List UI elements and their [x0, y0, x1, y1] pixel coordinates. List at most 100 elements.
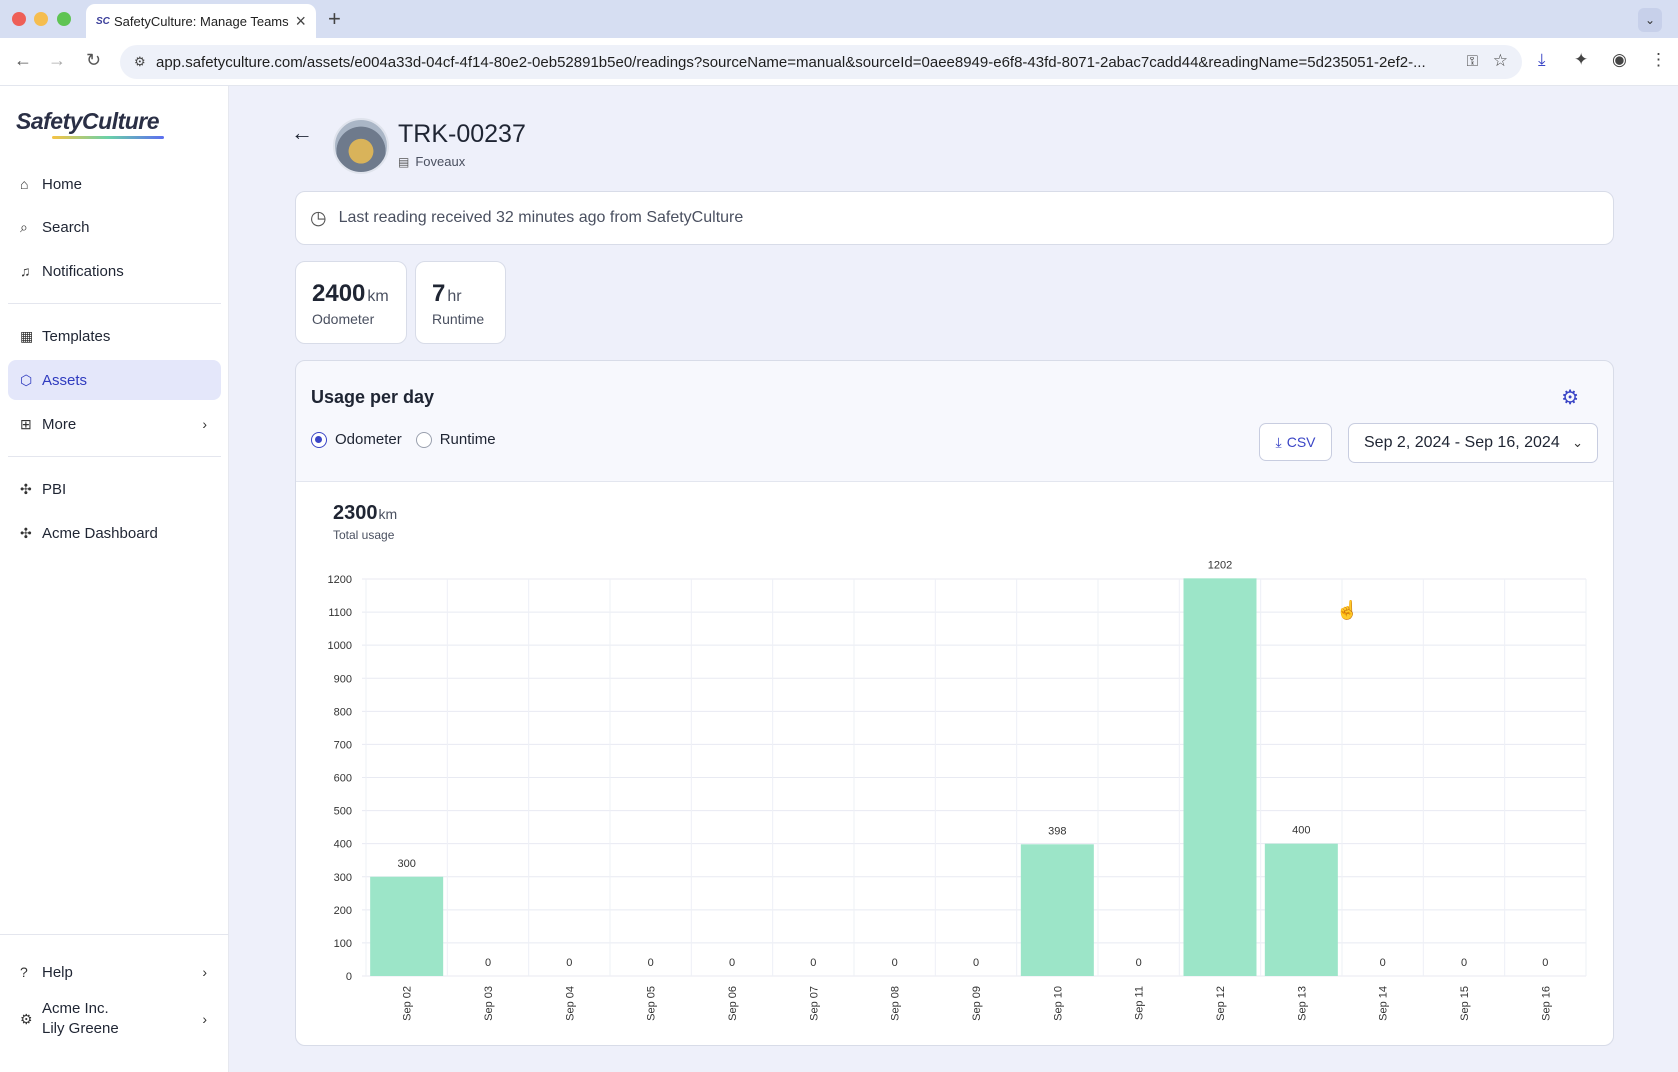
y-tick-label: 100 [334, 938, 352, 950]
browser-menu-icon[interactable]: ⋮ [1650, 50, 1667, 69]
sidebar-item-home[interactable]: ⌂ Home [8, 164, 221, 204]
grid-icon: ⊞ [20, 415, 32, 432]
last-reading-banner: ◷ Last reading received 32 minutes ago f… [295, 191, 1614, 245]
profile-icon[interactable]: ◉ [1612, 50, 1627, 69]
sidebar-item-label: Home [42, 175, 83, 193]
safetyculture-favicon-icon: SC [96, 15, 110, 27]
sidebar-item-acme-dashboard[interactable]: ✣ Acme Dashboard [8, 513, 221, 553]
bar-value-label: 0 [729, 957, 735, 969]
close-window-button[interactable] [12, 12, 26, 26]
bookmark-star-icon[interactable]: ☆ [1492, 51, 1508, 70]
close-tab-icon[interactable]: × [295, 10, 306, 31]
building-icon: ▤ [398, 154, 410, 169]
bar-value-label: 398 [1048, 825, 1066, 837]
y-tick-label: 400 [334, 839, 352, 851]
total-usage-label: Total usage [333, 528, 395, 542]
usage-title: Usage per day [311, 387, 435, 407]
search-icon: ⌕ [20, 218, 28, 235]
last-reading-text: Last reading received 32 minutes ago fro… [338, 209, 744, 226]
minimize-window-button[interactable] [34, 12, 48, 26]
x-tick-label: Sep 15 [1459, 986, 1471, 1021]
total-usage-row: 2300km [333, 502, 397, 525]
extension-icon[interactable]: ✦ [1574, 50, 1589, 69]
tab-search-chevron-icon[interactable]: ⌄ [1638, 8, 1662, 32]
total-usage-value: 2300 [333, 502, 378, 524]
csv-label: CSV [1286, 434, 1316, 450]
sidebar-item-account[interactable]: ⚙ Acme Inc. Lily Greene › [8, 994, 221, 1044]
odometer-radio-label[interactable]: Odometer [335, 431, 402, 448]
runtime-radio-label[interactable]: Runtime [439, 431, 496, 448]
x-tick-label: Sep 06 [727, 986, 739, 1021]
y-tick-label: 700 [334, 739, 352, 751]
sidebar-item-assets[interactable]: ⬡ Assets [8, 360, 221, 400]
site-settings-icon[interactable]: ⚙ [134, 54, 146, 69]
logo-underline [52, 136, 164, 139]
new-tab-icon[interactable]: + [328, 6, 341, 31]
downloads-icon[interactable]: ⤓ [1538, 50, 1546, 69]
sidebar-item-pbi[interactable]: ✣ PBI [8, 469, 221, 509]
sidebar: SafetyCulture ⌂ Home ⌕ Search ♫ Notifica… [0, 86, 229, 1072]
safetyculture-logo[interactable]: SafetyCulture [16, 108, 160, 134]
metric-radio-group: Odometer Runtime [311, 431, 510, 448]
runtime-value: 7 [432, 280, 446, 307]
sidebar-item-help[interactable]: ? Help › [8, 952, 221, 992]
bar-value-label: 0 [566, 957, 572, 969]
bar [370, 876, 444, 976]
help-icon: ? [20, 964, 28, 980]
runtime-radio[interactable] [415, 431, 432, 448]
back-icon[interactable]: ← [14, 50, 32, 70]
y-tick-label: 900 [334, 673, 352, 685]
date-range-picker[interactable]: Sep 2, 2024 - Sep 16, 2024 ⌄ [1348, 423, 1598, 463]
bar-value-label: 0 [1461, 957, 1467, 969]
sidebar-divider [8, 456, 221, 457]
url-text[interactable]: app.safetyculture.com/assets/e004a33d-04… [156, 53, 1426, 71]
puzzle-icon: ✣ [20, 524, 32, 541]
sidebar-item-notifications[interactable]: ♫ Notifications [8, 251, 221, 291]
sidebar-item-label: Templates [42, 327, 111, 345]
x-tick-label: Sep 12 [1215, 986, 1227, 1021]
browser-tab[interactable]: SC SafetyCulture: Manage Teams × [86, 4, 316, 38]
x-tick-label: Sep 03 [483, 986, 495, 1021]
bar-value-label: 300 [397, 858, 415, 870]
csv-download-button[interactable]: ⤓ CSV [1259, 423, 1332, 461]
runtime-value-row: 7 hr [432, 280, 491, 308]
bar-value-label: 1202 [1208, 559, 1232, 571]
odometer-card: 2400 km Odometer [295, 261, 407, 344]
bar-value-label: 0 [892, 957, 898, 969]
bar [1183, 578, 1257, 976]
usage-bar-chart: 0 100 200 300 400 500 600 700 800 900 1000 1100 1200… [328, 559, 1587, 1021]
odometer-value-row: 2400 km [312, 280, 392, 308]
total-usage-unit: km [378, 506, 398, 522]
forward-icon[interactable]: → [48, 50, 66, 70]
sidebar-divider [0, 934, 229, 935]
reload-icon[interactable]: ↻ [86, 50, 102, 70]
maximize-window-button[interactable] [57, 12, 71, 26]
browser-toolbar: ← → ↻ ⚙ app.safetyculture.com/assets/e00… [0, 38, 1678, 86]
chevron-right-icon: › [202, 416, 207, 432]
main-content: ← TRK-00237 ▤ Foveaux ◷ Last reading rec… [229, 86, 1678, 1072]
date-range-text: Sep 2, 2024 - Sep 16, 2024 [1364, 434, 1560, 451]
y-tick-label: 1200 [328, 574, 352, 586]
asset-title: TRK-00237 [398, 120, 526, 148]
x-tick-label: Sep 09 [971, 986, 983, 1021]
sidebar-item-search[interactable]: ⌕ Search [8, 207, 221, 247]
x-tick-label: Sep 11 [1134, 986, 1146, 1020]
org-name: Acme Inc. [42, 1000, 109, 1017]
sidebar-item-label: PBI [42, 480, 67, 498]
sidebar-item-templates[interactable]: ▦ Templates [8, 316, 221, 356]
bar-value-label: 400 [1292, 825, 1310, 837]
sidebar-divider [8, 303, 221, 304]
y-tick-label: 1100 [328, 607, 352, 619]
gear-icon[interactable]: ⚙ [1561, 387, 1579, 409]
runtime-unit: hr [447, 288, 462, 305]
user-name: Lily Greene [42, 1020, 119, 1037]
sidebar-item-label: Notifications [42, 262, 124, 280]
odometer-radio[interactable] [311, 431, 327, 448]
bar-value-label: 0 [648, 957, 654, 969]
account-info: Acme Inc. Lily Greene [42, 999, 119, 1039]
chevron-right-icon: › [202, 964, 207, 980]
sidebar-item-more[interactable]: ⊞ More › [8, 404, 221, 444]
password-key-icon[interactable]: ⚿ [1466, 53, 1478, 70]
address-bar[interactable]: ⚙ app.safetyculture.com/assets/e004a33d-… [120, 45, 1522, 79]
back-arrow-icon[interactable]: ← [291, 120, 313, 145]
